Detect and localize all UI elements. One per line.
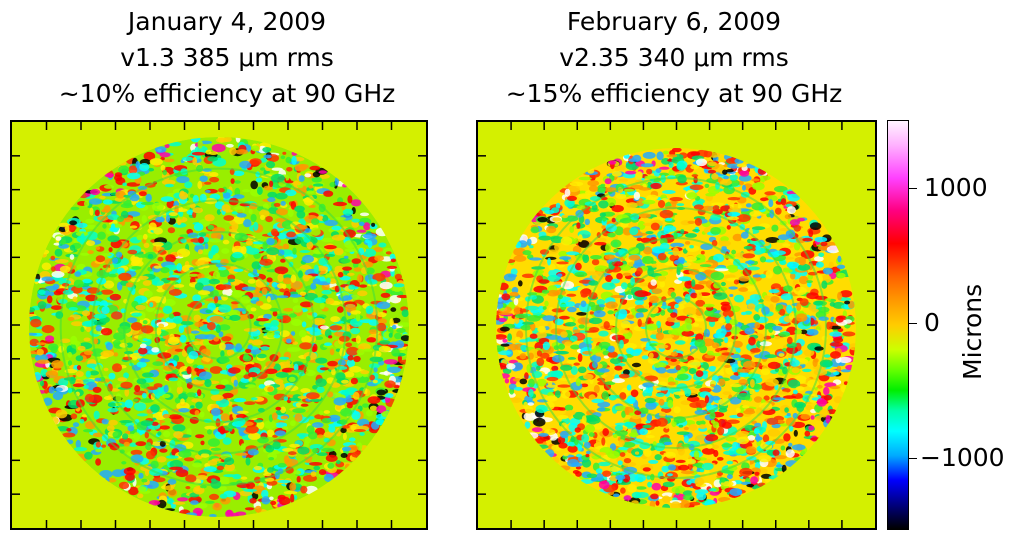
colorbar-label-1000: 1000 [924,173,988,202]
left-surface-map [10,120,428,530]
right-efficiency: ~15% efficiency at 90 GHz [505,79,843,108]
axis-ticks [12,122,426,528]
colorbar-tick-0 [909,323,917,324]
left-date: January 4, 2009 [127,7,327,36]
surface-texture [496,148,856,508]
right-version-rms: v2.35 340 μm rms [559,43,789,72]
right-surface-map-image [478,122,875,528]
left-version-rms: v1.3 385 μm rms [120,43,334,72]
colorbar-tick-1000 [909,188,917,189]
right-date: February 6, 2009 [566,7,782,36]
colorbar-tick-neg1000 [909,458,917,459]
left-efficiency: ~10% efficiency at 90 GHz [58,79,396,108]
colorbar [887,120,909,530]
colorbar-label-0: 0 [924,308,940,337]
right-panel-title: February 6, 2009 v2.35 340 μm rms ~15% e… [467,4,881,112]
colorbar-label-neg1000: −1000 [920,443,1005,472]
colorbar-title: Microns [958,283,987,380]
left-panel-title: January 4, 2009 v1.3 385 μm rms ~10% eff… [0,4,454,112]
left-surface-map-image [12,122,426,528]
axis-ticks [478,122,875,528]
right-surface-map [476,120,877,530]
surface-texture [29,137,409,517]
